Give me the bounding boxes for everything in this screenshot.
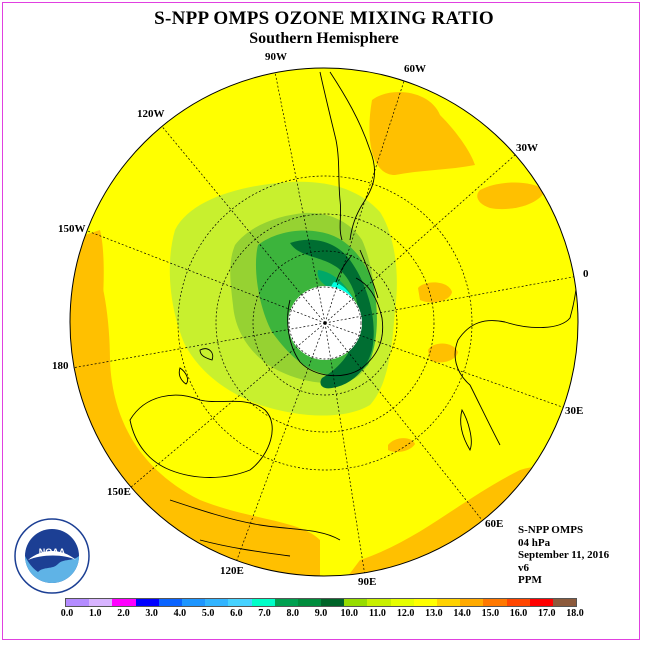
info-instrument: S-NPP OMPS <box>518 524 584 536</box>
plot-frame <box>2 2 640 640</box>
lon-label-180: 180 <box>52 360 69 372</box>
colorbar-cell <box>251 599 275 606</box>
orange-patch-southatlantic <box>477 182 545 210</box>
madagascar <box>460 408 472 452</box>
ozone-field <box>70 68 578 576</box>
lon-label-90e: 90E <box>358 576 377 588</box>
orange-patch-south <box>388 438 415 452</box>
lon-label-90w: 90W <box>265 51 287 63</box>
colorbar-cell <box>506 599 530 606</box>
colorbar-tick-label: 10.0 <box>340 608 358 619</box>
colorbar-cell <box>274 599 298 606</box>
antarctica-coast <box>287 277 384 377</box>
colorbar-tick-label: 11.0 <box>368 608 386 619</box>
info-date: September 11, 2016 <box>518 549 610 561</box>
colorbar-tick-label: 0.0 <box>60 608 74 619</box>
colorbar-cell <box>437 599 461 606</box>
lon-label-60e: 60E <box>485 518 504 530</box>
colorbar-tick-label: 8.0 <box>286 608 300 619</box>
colorbar-tick-label: 18.0 <box>566 608 584 619</box>
colorbar-cell <box>413 599 437 606</box>
colorbar-tick-label: 15.0 <box>481 608 500 619</box>
colorbar-cell <box>89 599 113 606</box>
colorbar-cell <box>112 599 136 606</box>
colorbar-cell <box>66 599 90 606</box>
colorbar-tick-label: 3.0 <box>145 608 158 619</box>
info-block: S-NPP OMPS 04 hPa September 11, 2016 v6 … <box>518 524 609 587</box>
colorbar-tick-label: 12.0 <box>396 608 415 619</box>
logo-text: NOAA <box>39 547 66 557</box>
info-level: 04 hPa <box>518 536 551 549</box>
lon-label-120w: 120W <box>137 108 165 120</box>
map-title: S-NPP OMPS OZONE MIXING RATIO <box>154 8 494 29</box>
dark-green-crescent <box>290 239 374 389</box>
antarctic-peninsula <box>335 249 379 299</box>
lon-label-120e: 120E <box>220 565 244 577</box>
colorbar-tick-label: 13.0 <box>425 608 443 619</box>
colorbar-tick-label: 1.0 <box>88 608 102 619</box>
colorbar <box>65 598 577 607</box>
colorbar-cell <box>205 599 229 606</box>
orange-patch-east1 <box>418 282 452 303</box>
colorbar-tick-label: 4.0 <box>173 608 187 619</box>
colorbar-tick-label: 6.0 <box>230 608 243 619</box>
colorbar-cell <box>181 599 206 606</box>
colorbar-cell <box>297 599 322 606</box>
colorbar-cell <box>552 599 577 606</box>
colorbar-tick-label: 9.0 <box>314 608 328 619</box>
info-version: v6 <box>518 561 529 574</box>
orange-band-west <box>70 230 104 400</box>
colorbar-cell <box>135 599 159 606</box>
lon-label-30w: 30W <box>516 142 538 154</box>
lon-label-0: 0 <box>583 268 589 280</box>
colorbar-cell <box>483 599 507 606</box>
colorbar-tick-label: 17.0 <box>538 608 556 619</box>
indonesia-coast <box>169 499 341 557</box>
colorbar-cell <box>390 599 414 606</box>
colorbar-tick-label: 7.0 <box>258 608 271 619</box>
australia-coast <box>129 394 273 478</box>
colorbar-tick-label: 14.0 <box>453 608 471 619</box>
noaa-logo: NOAA <box>14 518 90 594</box>
colorbar-cell <box>344 599 368 606</box>
map-subtitle: Southern Hemisphere <box>249 30 399 47</box>
colorbar-cell <box>158 599 182 606</box>
colorbar-tick-label: 2.0 <box>117 608 130 619</box>
lon-label-60w: 60W <box>404 63 426 75</box>
lon-label-150e: 150E <box>107 486 131 498</box>
info-units: PPM <box>518 574 542 586</box>
orange-patch-atlantic <box>369 92 475 175</box>
colorbar-cell <box>367 599 391 606</box>
orange-patch-east2 <box>428 343 458 363</box>
south-america-coast <box>319 71 375 241</box>
colorbar-cell <box>529 599 553 606</box>
colorbar-cell <box>460 599 484 606</box>
colorbar-ticks: 0.0 1.0 2.0 3.0 4.0 5.0 6.0 7.0 8.0 9.0 10.0 11.0 12… <box>0 608 648 622</box>
graticule <box>71 71 578 576</box>
lon-label-150w: 150W <box>58 223 86 235</box>
lon-label-30e: 30E <box>565 405 584 417</box>
colorbar-tick-label: 5.0 <box>201 608 215 619</box>
colorbar-tick-label: 16.0 <box>509 608 528 619</box>
colorbar-cell <box>228 599 252 606</box>
new-zealand <box>178 348 214 385</box>
map-boundary <box>69 67 579 577</box>
colorbar-cell <box>321 599 345 606</box>
